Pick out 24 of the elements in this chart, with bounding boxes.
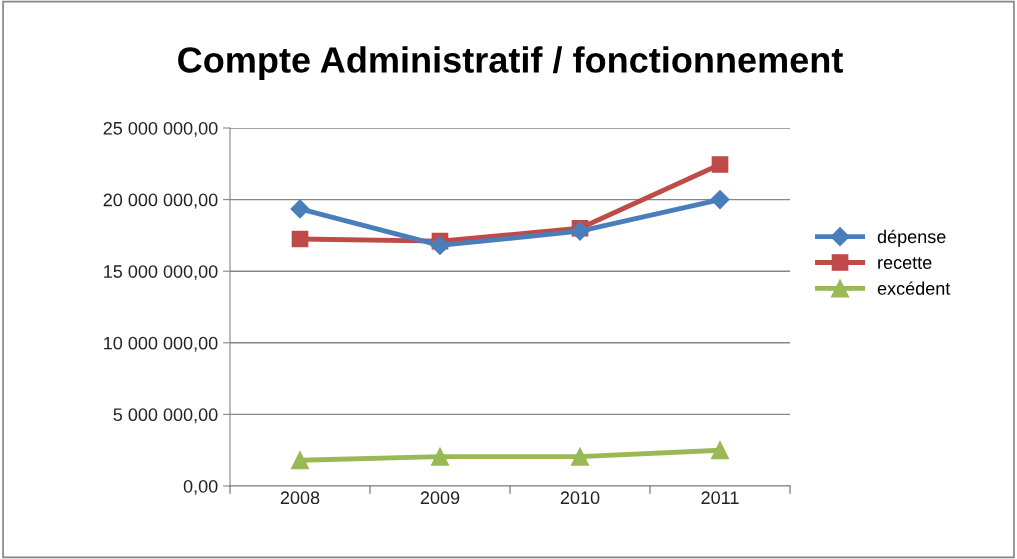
point	[711, 156, 729, 173]
point	[570, 447, 590, 466]
y-tick-label: 0,00	[183, 479, 218, 495]
point	[291, 230, 309, 248]
point	[290, 199, 310, 219]
point	[430, 447, 450, 466]
x-tick-label: 2011	[701, 491, 739, 505]
y-tick-label: 15 000 000,00	[104, 265, 218, 281]
point	[430, 235, 450, 255]
y-tick-label: 10 000 000,00	[104, 336, 218, 352]
y-tick-label: 25 000 000,00	[103, 121, 218, 137]
legend-label: recette	[878, 257, 932, 269]
x-tick-label: 2009	[420, 491, 460, 505]
x-tick-label: 2010	[560, 491, 600, 505]
legend-label: excédent	[877, 281, 951, 295]
point	[710, 441, 730, 460]
x-tick-label: 2008	[280, 491, 320, 505]
chart-title: Compte Administratif / fonctionnement	[178, 46, 843, 80]
point	[290, 451, 310, 470]
y-tick-label: 5 000 000,00	[113, 408, 218, 424]
point	[570, 221, 590, 241]
legend-label: dépense	[877, 229, 946, 247]
y-tick-label: 20 000 000,00	[103, 193, 218, 209]
point	[710, 190, 730, 210]
